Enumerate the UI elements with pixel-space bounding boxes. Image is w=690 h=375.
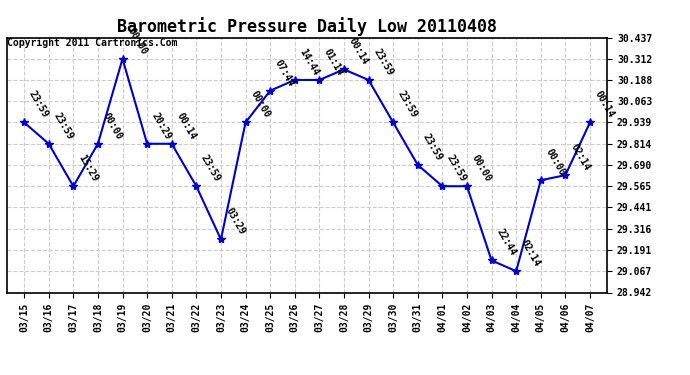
Text: 03:29: 03:29 [224,206,247,237]
Text: 23:59: 23:59 [396,89,420,120]
Text: 20:29: 20:29 [150,111,173,141]
Text: 02:14: 02:14 [519,238,542,268]
Text: 00:00: 00:00 [126,26,148,56]
Text: 00:14: 00:14 [593,89,616,120]
Text: 23:59: 23:59 [371,47,395,77]
Text: 15:29: 15:29 [76,153,99,183]
Text: 23:59: 23:59 [52,111,75,141]
Text: 23:59: 23:59 [199,153,222,183]
Text: 00:14: 00:14 [347,36,370,67]
Text: 00:00: 00:00 [544,147,567,177]
Text: 00:14: 00:14 [175,111,198,141]
Text: 22:44: 22:44 [494,227,518,258]
Text: 00:00: 00:00 [470,153,493,183]
Text: 23:59: 23:59 [27,89,50,120]
Text: 02:14: 02:14 [568,142,591,172]
Text: 01:14: 01:14 [322,47,346,77]
Text: 23:59: 23:59 [420,132,444,162]
Text: 07:44: 07:44 [273,57,296,88]
Text: 00:00: 00:00 [101,111,124,141]
Text: 00:00: 00:00 [248,89,272,120]
Title: Barometric Pressure Daily Low 20110408: Barometric Pressure Daily Low 20110408 [117,17,497,36]
Text: Copyright 2011 Cartronics.Com: Copyright 2011 Cartronics.Com [7,38,177,48]
Text: 23:59: 23:59 [445,153,469,183]
Text: 14:44: 14:44 [297,47,321,77]
